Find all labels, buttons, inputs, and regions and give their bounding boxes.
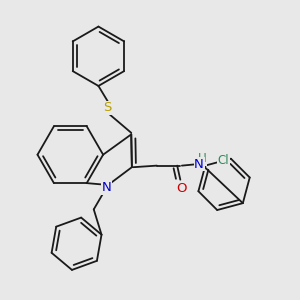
Text: N: N xyxy=(101,181,111,194)
Text: N: N xyxy=(194,158,204,171)
Text: H: H xyxy=(198,152,207,165)
Text: O: O xyxy=(177,182,187,195)
Text: Cl: Cl xyxy=(217,154,229,167)
Text: S: S xyxy=(103,101,112,114)
